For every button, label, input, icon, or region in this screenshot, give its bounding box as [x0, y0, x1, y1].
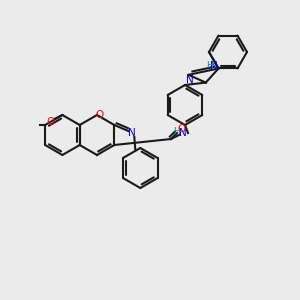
Text: O: O	[177, 124, 185, 134]
Text: N: N	[186, 75, 193, 85]
Text: N: N	[210, 61, 218, 71]
Text: N: N	[128, 128, 136, 138]
Text: H: H	[206, 61, 213, 70]
Text: N: N	[179, 128, 187, 138]
Text: H: H	[172, 127, 179, 136]
Text: O: O	[96, 110, 104, 120]
Text: O: O	[46, 117, 55, 127]
